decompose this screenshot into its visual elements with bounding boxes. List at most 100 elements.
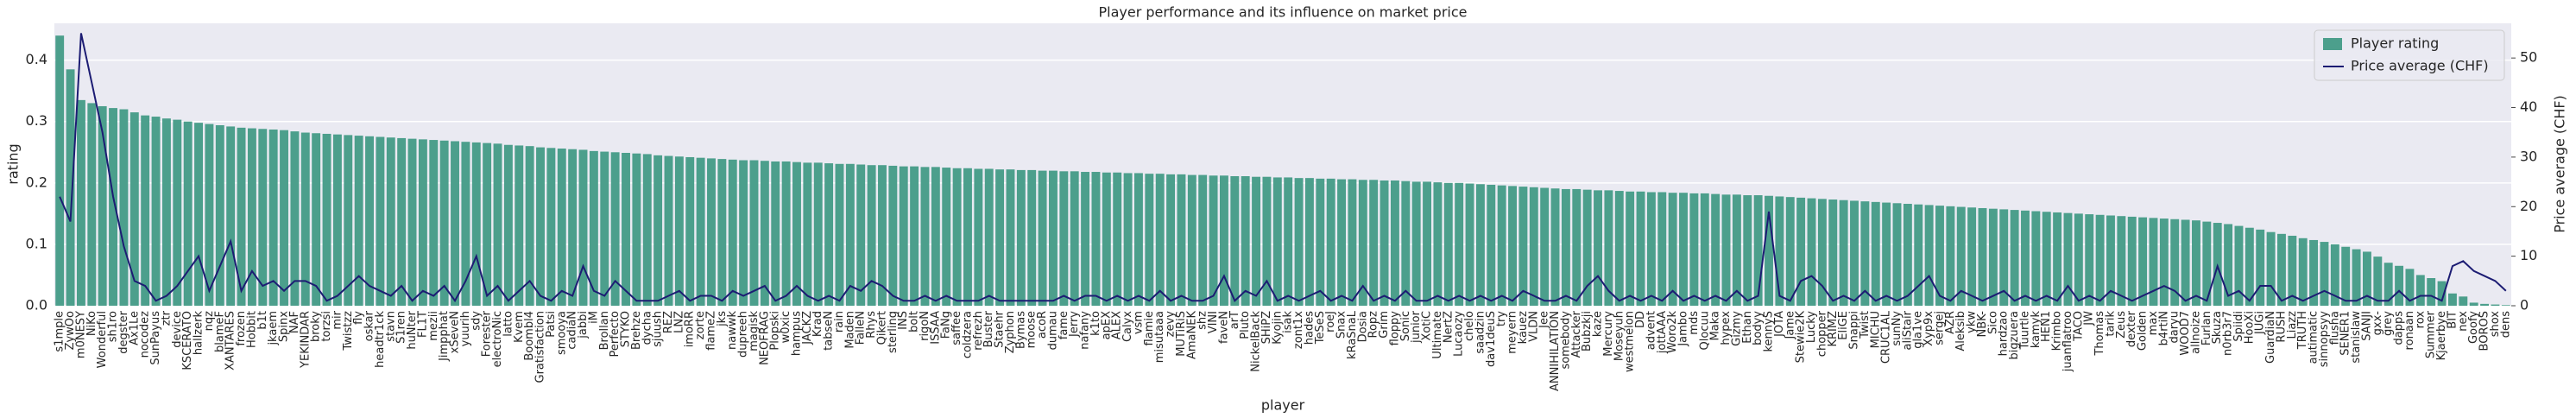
bar xyxy=(1209,175,1218,306)
bar xyxy=(1956,206,1966,306)
x-tick-label: Brehze xyxy=(630,311,643,350)
bar xyxy=(98,105,107,306)
x-tick-label: Tuurtle xyxy=(2018,311,2031,351)
bar xyxy=(2415,275,2425,306)
x-tick-label: ALEX xyxy=(1111,311,1124,339)
bar xyxy=(429,140,439,306)
bar xyxy=(525,146,534,306)
x-tick-label: autimatic xyxy=(2308,311,2320,364)
x-tick-label: Aleksib xyxy=(1954,311,1967,352)
bar xyxy=(2031,211,2041,306)
x-tick-label: KRIMZ xyxy=(1827,311,1840,347)
bar xyxy=(1411,181,1421,306)
y-axis-label: rating xyxy=(5,143,22,184)
x-tick-label: XANTARES xyxy=(224,311,237,370)
x-tick-label: dexter xyxy=(2125,310,2138,347)
x-tick-label: meyern xyxy=(1506,311,1519,354)
bar xyxy=(1882,202,1891,306)
legend: Player rating Price average (CHF) xyxy=(2314,29,2505,81)
x-tick-label: SunPayus xyxy=(149,311,162,365)
bar xyxy=(1123,173,1133,306)
bar xyxy=(1988,208,1998,306)
x-tick-label: Pluto xyxy=(1239,311,1252,339)
bar xyxy=(237,127,246,306)
x-tick-label: Thomas xyxy=(2093,311,2106,357)
x-tick-label: Mercury xyxy=(1602,311,1615,357)
bar xyxy=(2085,214,2094,306)
bar xyxy=(1753,195,1763,306)
x-tick-label: Summer xyxy=(2425,310,2438,358)
x-tick-label: hampus xyxy=(790,311,803,356)
bar xyxy=(183,121,193,306)
bar xyxy=(1700,193,1709,306)
x-tick-label: ANNIHILATION xyxy=(1549,311,1562,391)
x-tick-label: juanflatroo xyxy=(2061,311,2074,372)
bar xyxy=(1155,174,1165,306)
x-tick-label: Goofy xyxy=(2467,311,2480,344)
x-tick-label: zevy xyxy=(1165,311,1178,338)
bar xyxy=(632,153,641,306)
bar xyxy=(856,164,866,306)
x-tick-label: tarik xyxy=(2104,311,2117,337)
x-tick-label: imoRR xyxy=(684,311,697,347)
x-tick-label: GuardiaN xyxy=(2264,311,2277,364)
y-tick-label: 0.1 xyxy=(26,235,47,251)
x-tick-label: Zyphon xyxy=(1004,311,1017,353)
price-line xyxy=(59,33,2507,303)
x-tick-label: saadzin xyxy=(1474,311,1487,354)
bar xyxy=(813,162,823,306)
bar xyxy=(1561,188,1570,306)
x-tick-label: moose xyxy=(1026,311,1039,348)
bar xyxy=(920,167,930,306)
bar xyxy=(1016,169,1026,306)
y2-tick-label: 10 xyxy=(2520,247,2537,263)
bar xyxy=(739,160,748,306)
x-tick-label: REZ xyxy=(662,311,675,333)
bar xyxy=(2053,212,2062,306)
x-tick-label: stanislaw xyxy=(2350,311,2363,364)
bar xyxy=(2309,239,2319,306)
bar xyxy=(568,149,578,306)
bar xyxy=(332,134,342,306)
x-tick-label: Snax xyxy=(1335,311,1348,339)
bar xyxy=(2330,244,2339,306)
x-tick-label: Krimbo xyxy=(2051,311,2064,351)
x-tick-label: Stewie2K xyxy=(1795,311,1808,364)
x-tick-label: sterling xyxy=(887,311,900,353)
bar xyxy=(418,139,427,306)
bar xyxy=(1946,206,1955,306)
x-tick-label: faveN xyxy=(1217,311,1230,344)
x-tick-label: saffee xyxy=(950,311,963,345)
bar xyxy=(1594,190,1602,306)
x-tick-label: Skuza xyxy=(2211,311,2224,344)
y-tick-label: 0.0 xyxy=(26,297,47,314)
x-tick-label: mir xyxy=(331,310,344,329)
bar xyxy=(557,149,566,306)
x-tick-label: bodyy xyxy=(1752,311,1765,345)
x-tick-label: xSeveN xyxy=(449,311,462,353)
bar xyxy=(1978,207,1987,306)
bar xyxy=(1006,169,1015,306)
bar xyxy=(589,150,598,306)
x-tick-label: dens xyxy=(2499,311,2512,338)
x-tick-label: zont1x xyxy=(1292,311,1305,349)
bar xyxy=(1785,197,1795,306)
bar xyxy=(2277,233,2286,306)
bar xyxy=(717,159,727,306)
x-tick-label: Zeus xyxy=(2115,311,2128,339)
bar xyxy=(835,163,844,306)
bar xyxy=(578,149,588,306)
x-tick-label: kennyS xyxy=(1763,311,1776,352)
bar xyxy=(1241,176,1250,306)
x-tick-label: kRaSnaL xyxy=(1346,310,1359,359)
bar xyxy=(2437,281,2447,306)
x-tick-label: vsm xyxy=(1132,311,1145,334)
bar xyxy=(1475,184,1485,306)
x-tick-label: NertZ xyxy=(1442,311,1455,343)
x-tick-label: Jambo xyxy=(1677,311,1690,347)
bar xyxy=(1049,170,1058,306)
x-tick-label: SANJI xyxy=(2360,311,2373,341)
bar xyxy=(66,69,75,306)
x-tick-label: Twistzz xyxy=(342,311,355,352)
x-tick-label: Kvem xyxy=(513,311,526,343)
